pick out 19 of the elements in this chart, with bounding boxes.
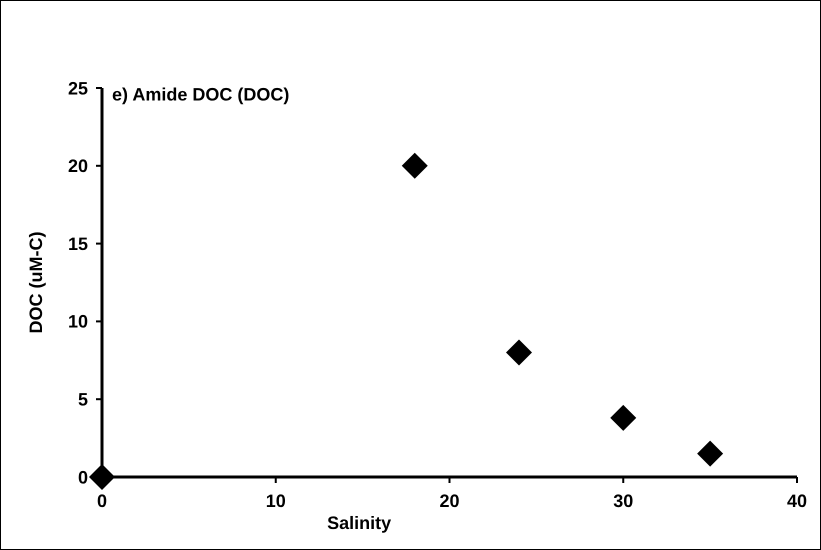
- y-axis-title: DOC (uM-C): [26, 232, 46, 334]
- y-tick-label: 20: [68, 156, 88, 176]
- x-tick-label: 10: [266, 491, 286, 511]
- y-tick-label: 0: [78, 467, 88, 488]
- x-tick-label: 0: [96, 491, 108, 511]
- y-tick-label: 25: [68, 78, 88, 98]
- chart-title: e) Amide DOC (DOC): [112, 84, 290, 104]
- point: [697, 440, 724, 467]
- x-axis-title: Salinity: [327, 513, 392, 533]
- point: [506, 340, 532, 366]
- x-tick-label: 30: [613, 491, 634, 511]
- point: [402, 152, 428, 179]
- y-tick-label: 15: [68, 234, 88, 254]
- x-tick-label: 40: [786, 491, 808, 511]
- point: [610, 404, 636, 431]
- x-tick-label: 20: [439, 491, 460, 511]
- y-tick-label: 5: [78, 390, 88, 410]
- y-tick-label: 10: [68, 312, 88, 332]
- point: [89, 464, 115, 490]
